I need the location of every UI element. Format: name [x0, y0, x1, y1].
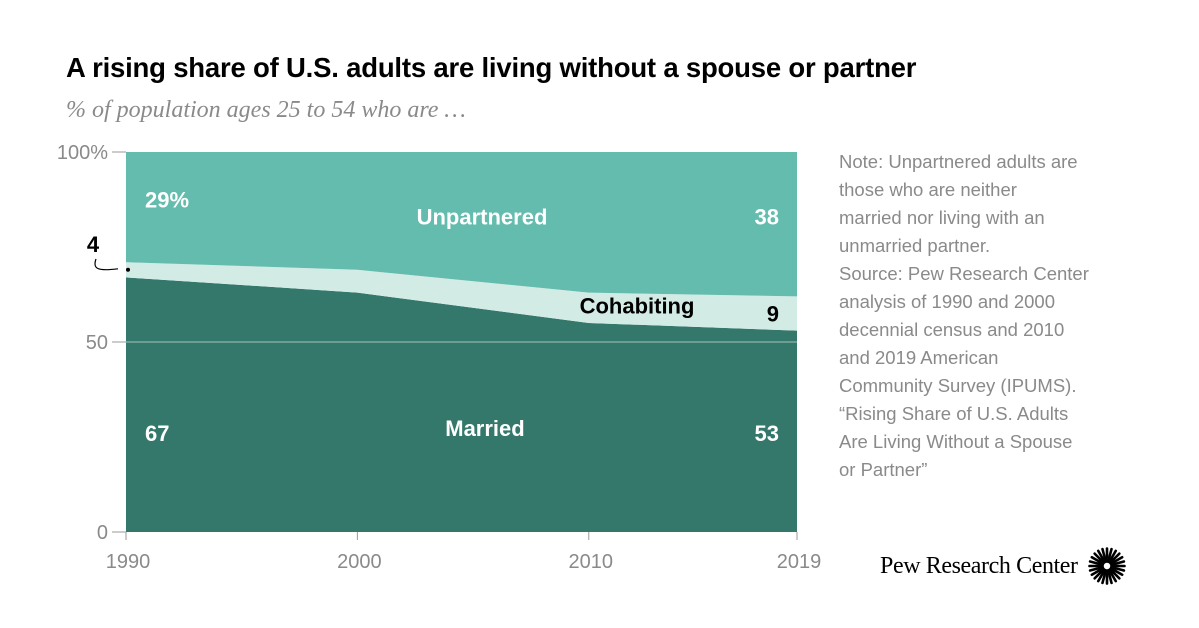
area-layer: [126, 152, 797, 532]
x-tick-label: 2000: [337, 551, 382, 573]
stacked-area-chart: 0 50 100% 1990 2000 2010 2019 29% 38 Unpartnered…: [57, 142, 821, 573]
logo-ray: [1109, 566, 1124, 577]
y-tick-label: 50: [86, 332, 108, 354]
logo-ray: [1109, 565, 1125, 572]
data-label-unpartnered-1990: 29%: [145, 188, 189, 213]
axis-layer: 0 50 100% 1990 2000 2010 2019: [57, 142, 821, 573]
chart-title: A rising share of U.S. adults are living…: [66, 52, 917, 83]
note-line: Note: Unpartnered adults are: [839, 151, 1078, 172]
logo-ray: [1088, 560, 1104, 567]
data-label-cohabiting-1990: 4: [87, 232, 100, 257]
logo-ray: [1092, 552, 1105, 565]
note-line: married nor living with an: [839, 207, 1045, 228]
note-line: analysis of 1990 and 2000: [839, 291, 1056, 312]
y-tick-label: 100%: [57, 142, 108, 164]
note-line: decennial census and 2010: [839, 319, 1065, 340]
data-label-unpartnered-2019: 38: [755, 205, 779, 230]
chart-subtitle: % of population ages 25 to 54 who are …: [66, 97, 466, 123]
note-line: those who are neither: [839, 179, 1017, 200]
x-tick-label: 2010: [569, 551, 614, 573]
series-label-cohabiting: Cohabiting: [580, 293, 695, 318]
logo-ray: [1090, 555, 1105, 566]
logo-ray: [1106, 547, 1113, 563]
data-label-layer: 29% 38 Unpartnered Cohabiting 9 4 67 53 Married: [87, 188, 779, 447]
logo-ray: [1096, 568, 1106, 583]
cohabiting-area: [126, 262, 797, 331]
pew-sunburst-icon: [1087, 547, 1126, 585]
note-line: and 2019 American: [839, 347, 999, 368]
note-line: Community Survey (IPUMS).: [839, 375, 1077, 396]
logo-ray: [1100, 547, 1107, 563]
brand-name: Pew Research Center: [880, 552, 1078, 579]
logo-ray: [1109, 560, 1125, 567]
logo-ray: [1109, 555, 1124, 566]
note-line: or Partner”: [839, 459, 928, 480]
logo-ray: [1092, 567, 1105, 580]
logo-ray: [1090, 566, 1105, 577]
y-tick-label: 0: [97, 522, 108, 544]
data-label-married-1990: 67: [145, 421, 169, 446]
logo-ray: [1108, 552, 1121, 565]
source-note: Note: Unpartnered adults are those who ar…: [839, 148, 1159, 484]
data-label-cohabiting-2019: 9: [767, 302, 779, 327]
note-line: Source: Pew Research Center: [839, 263, 1089, 284]
logo-ray: [1100, 569, 1107, 585]
branding: Pew Research Center: [880, 547, 1126, 585]
x-tick-label: 1990: [106, 551, 151, 573]
logo-ray: [1088, 565, 1104, 572]
series-label-married: Married: [445, 416, 524, 441]
married-area: [126, 277, 797, 532]
leader-line: [94, 258, 119, 271]
leader-dot: [126, 267, 130, 272]
note-line: “Rising Share of U.S. Adults: [839, 403, 1069, 424]
logo-ray: [1108, 567, 1121, 580]
data-label-married-2019: 53: [755, 421, 779, 446]
unpartnered-area: [126, 152, 797, 297]
logo-ray: [1107, 568, 1117, 583]
series-label-unpartnered: Unpartnered: [417, 205, 548, 230]
logo-ray: [1106, 569, 1113, 585]
note-line: unmarried partner.: [839, 235, 991, 256]
note-line: Are Living Without a Spouse: [839, 431, 1073, 452]
x-tick-label: 2019: [777, 551, 822, 573]
logo-ray: [1096, 549, 1106, 564]
logo-ray: [1107, 549, 1117, 564]
